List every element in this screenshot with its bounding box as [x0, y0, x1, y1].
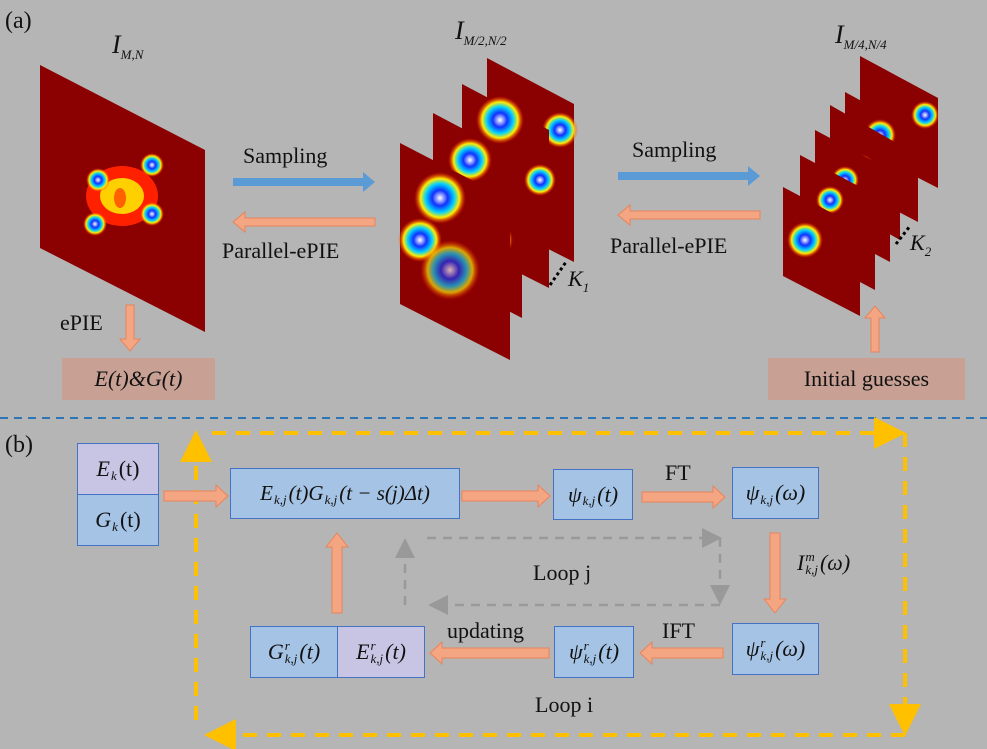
k2-label: K2 [910, 230, 931, 260]
measure-down-arrow [762, 532, 788, 614]
symbol: I [112, 30, 121, 59]
argument: (t) [597, 481, 619, 507]
half-res-label: IM/2,N/2 [455, 16, 507, 49]
half-resolution-stack [398, 58, 578, 360]
epie-down-arrow [118, 304, 142, 352]
subscript: k,j [760, 648, 774, 663]
subscript: k,j [284, 651, 298, 666]
subscript: k,j [583, 651, 597, 666]
subscript: k [110, 467, 117, 483]
ft-label: FT [665, 460, 691, 485]
symbol: G [308, 481, 324, 505]
symbol: E [96, 456, 110, 481]
argument: (t) [118, 456, 140, 481]
argument: (t) [119, 507, 141, 532]
psi-r-t-box: ψ r k,j (t) [554, 626, 634, 678]
panel-a-label: (a) [5, 8, 32, 34]
subscript: 2 [924, 244, 932, 259]
loop-j-label: Loop j [533, 560, 592, 585]
argument: (ω) [775, 480, 806, 505]
subscript: M,N [120, 47, 144, 62]
subscript: k [112, 518, 118, 534]
psi-t-box: ψ k,j (t) [553, 469, 633, 520]
quarter-resolution-stack [783, 56, 939, 316]
symbol: I [797, 550, 805, 575]
superscript: m [805, 549, 815, 564]
full-resolution-trace [40, 65, 205, 332]
symbol: K [568, 266, 583, 291]
argument: (ω) [819, 550, 851, 575]
symbol: ψ [567, 481, 582, 507]
product-arrow [461, 483, 551, 509]
input-arrow [163, 483, 229, 509]
initial-up-arrow [863, 305, 887, 353]
psi-r-w-box: ψ r k,j (ω) [732, 623, 819, 675]
subscript: k,j [760, 491, 774, 507]
ift-arrow [639, 640, 724, 666]
parallel-epie-arrow-1 [232, 210, 376, 234]
updating-arrow [429, 640, 550, 666]
symbol: E [356, 639, 370, 664]
subscript: M/4,N/4 [843, 37, 887, 52]
symbol: I [835, 20, 844, 49]
parallel-epie-label-2: Parallel-ePIE [610, 233, 728, 258]
subscript: k,j [273, 492, 287, 507]
k1-label: K1 [568, 266, 589, 296]
initial-guesses-box: Initial guesses [768, 358, 965, 400]
parallel-epie-arrow-2 [617, 203, 761, 227]
quarter-res-label: IM/4,N/4 [835, 20, 887, 53]
sampling-label-1: Sampling [243, 143, 328, 168]
symbol: ψ [745, 636, 760, 661]
sampling-arrow-1 [233, 172, 375, 192]
symbol: E [260, 481, 273, 505]
symbol: ψ [568, 639, 583, 664]
argument: (t − s(j)Δt) [339, 481, 430, 505]
argument: (t) [299, 639, 321, 664]
subscript: k,j [324, 492, 338, 507]
subscript: 1 [582, 280, 590, 295]
symbol: ψ [745, 480, 760, 505]
ift-label: IFT [662, 618, 695, 643]
loop-i-label: Loop i [535, 692, 594, 717]
panel-b-label: (b) [5, 432, 33, 458]
symbol: G [95, 507, 112, 532]
psi-w-box: ψ k,j (ω) [732, 467, 819, 519]
parallel-epie-label-1: Parallel-ePIE [222, 238, 340, 263]
superscript: r [760, 635, 766, 650]
symbol: G [267, 639, 284, 664]
subscript: M/2,N/2 [463, 33, 507, 48]
updating-label: updating [447, 618, 524, 643]
full-res-label: IM,N [112, 30, 143, 63]
result-box: E(t)&G(t) [62, 358, 215, 400]
subscript: k,j [805, 562, 818, 577]
superscript: r [284, 638, 290, 653]
sampling-arrow-2 [618, 166, 760, 186]
symbol: I [455, 16, 464, 45]
sampling-label-2: Sampling [632, 137, 717, 162]
ft-arrow [641, 484, 726, 510]
subscript: k,j [370, 651, 384, 666]
argument: (t) [598, 639, 620, 664]
argument: (ω) [775, 636, 806, 661]
superscript: r [370, 638, 376, 653]
superscript: r [583, 638, 589, 653]
subscript: k,j [582, 493, 596, 508]
argument: (t) [288, 481, 309, 505]
feedback-up-arrow [324, 532, 350, 614]
argument: (t) [385, 639, 406, 664]
symbol: K [910, 230, 925, 255]
epie-label: ePIE [60, 310, 103, 335]
